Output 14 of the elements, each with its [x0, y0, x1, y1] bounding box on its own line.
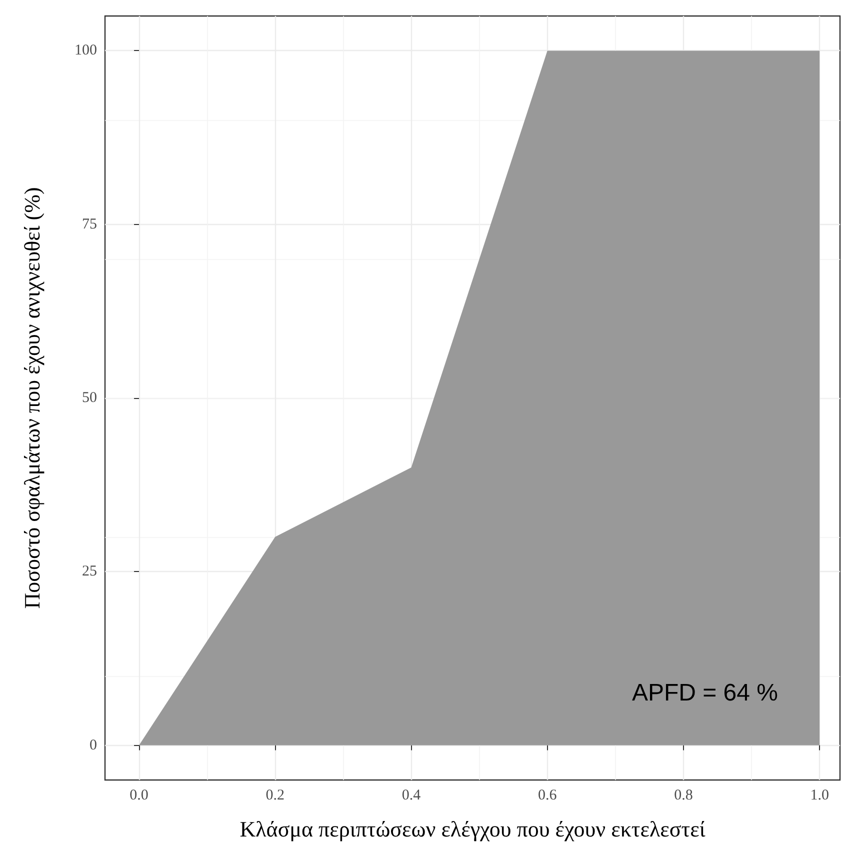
y-tick-label: 75	[82, 216, 97, 232]
y-tick-label: 50	[82, 390, 97, 406]
x-tick-label: 0.0	[130, 788, 148, 804]
y-axis-title: Ποσοστό σφαλμάτων που έχουν ανιχνευθεί (%)	[20, 187, 44, 609]
y-tick-label: 100	[74, 42, 97, 59]
x-tick-label: 0.8	[674, 788, 693, 804]
x-axis-title: Κλάσμα περιπτώσεων ελέγχου που έχουν εκτελεστεί	[240, 816, 706, 842]
x-tick-label: 0.2	[266, 788, 285, 804]
annotation: APFD = 64 %	[632, 680, 778, 706]
y-tick-label: 25	[82, 564, 97, 580]
x-tick-label: 0.6	[538, 788, 558, 804]
x-tick-label: 1.0	[810, 788, 829, 804]
y-tick-label: 0	[90, 737, 97, 754]
x-tick-label: 0.4	[402, 788, 422, 804]
